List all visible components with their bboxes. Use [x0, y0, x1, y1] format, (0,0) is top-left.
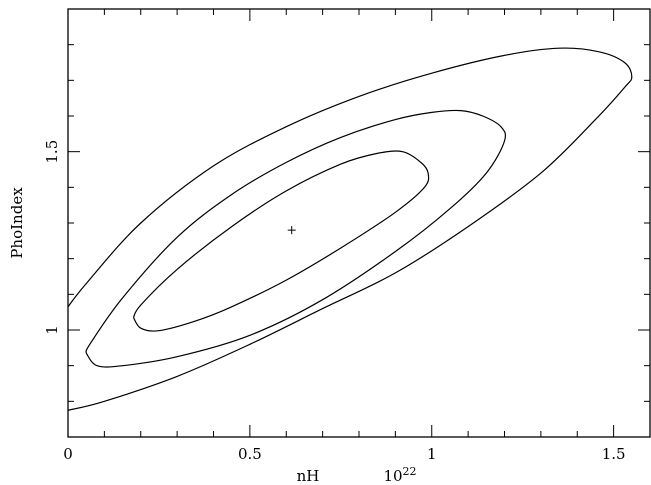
- contour-middle: [85, 109, 507, 368]
- x-tick-label: 1.5: [602, 445, 626, 463]
- contour-outer: [67, 47, 633, 411]
- y-axis-label: PhoIndex: [8, 187, 26, 259]
- x-tick-label: 0: [63, 445, 73, 463]
- best-fit-marker: [287, 226, 296, 235]
- x-tick-label: 1: [427, 445, 437, 463]
- x-tick-labels: 0 0.5 1 1.5: [63, 445, 625, 463]
- x-axis-unit: 1022: [383, 465, 416, 485]
- y-tick-label: 1: [43, 325, 61, 335]
- y-tick-labels: 11.5: [43, 140, 61, 335]
- x-axis-label: nH: [297, 467, 320, 485]
- y-tick-label: 1.5: [43, 140, 61, 164]
- contour-lines: [67, 47, 633, 411]
- contour-inner: [132, 150, 430, 332]
- axis-ticks: [67, 8, 651, 438]
- x-tick-label: 0.5: [238, 445, 262, 463]
- plot-frame: [67, 8, 651, 438]
